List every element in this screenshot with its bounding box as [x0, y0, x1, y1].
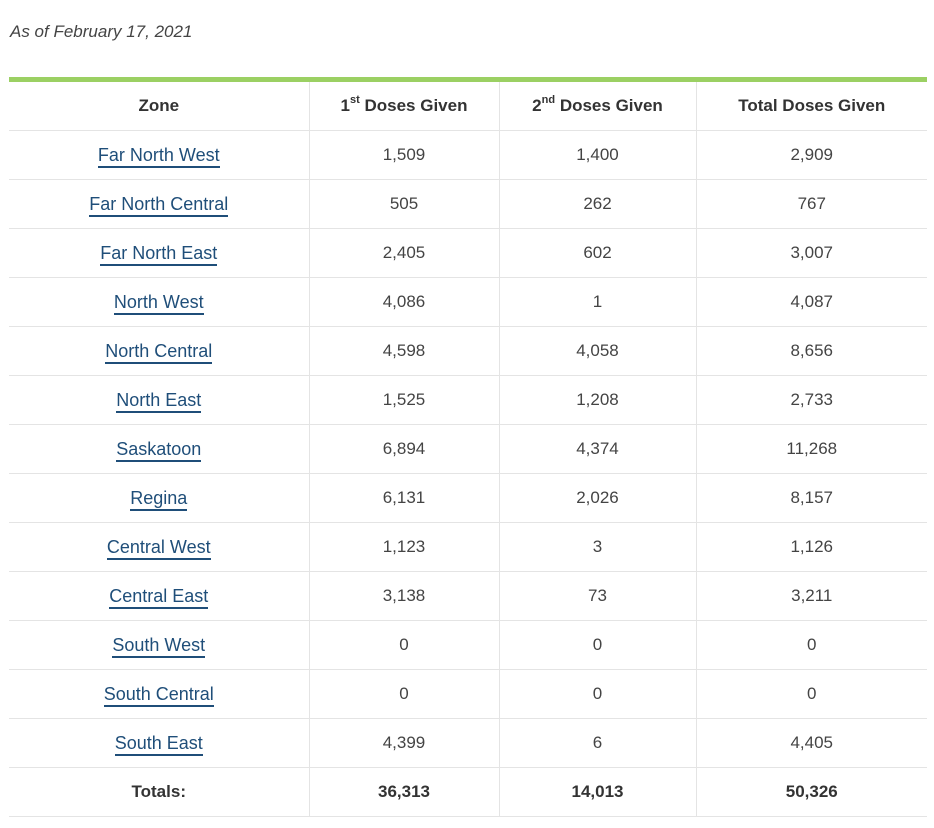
total-doses-cell: 0 — [695, 669, 927, 719]
totals-total-doses: 50,326 — [695, 767, 927, 817]
zone-link[interactable]: Far North East — [100, 242, 218, 266]
table-row: North West 4,086 1 4,087 — [9, 277, 927, 327]
table-row: South West 0 0 0 — [9, 620, 927, 670]
table-row: Far North East 2,405 602 3,007 — [9, 228, 927, 278]
zone-cell: Far North East — [9, 228, 309, 278]
table-row: Far North Central 505 262 767 — [9, 179, 927, 229]
table-body: Far North West 1,509 1,400 2,909 Far North C… — [9, 130, 927, 768]
total-doses-cell: 8,656 — [695, 326, 927, 376]
zone-cell: North East — [9, 375, 309, 425]
total-doses-cell: 767 — [695, 179, 927, 229]
zone-cell: Regina — [9, 473, 309, 523]
total-doses-cell: 8,157 — [695, 473, 927, 523]
zone-link[interactable]: Regina — [130, 487, 188, 511]
total-doses-cell: 4,405 — [695, 718, 927, 768]
table-row: Central West 1,123 3 1,126 — [9, 522, 927, 572]
zone-link[interactable]: North Central — [105, 340, 213, 364]
totals-second-doses: 14,013 — [498, 767, 696, 817]
total-doses-cell: 2,909 — [695, 130, 927, 180]
table-row: North East 1,525 1,208 2,733 — [9, 375, 927, 425]
first-doses-cell: 1,525 — [308, 375, 499, 425]
table-header-row: Zone 1st Doses Given 2nd Doses Given Tot… — [9, 79, 927, 131]
second-doses-cell: 0 — [498, 620, 696, 670]
zone-link[interactable]: North East — [116, 389, 202, 413]
as-of-date: As of February 17, 2021 — [10, 22, 193, 41]
second-doses-cell: 4,374 — [498, 424, 696, 474]
first-doses-cell: 4,399 — [308, 718, 499, 768]
first-doses-column-header: 1st Doses Given — [308, 79, 499, 131]
zone-column-header: Zone — [9, 79, 309, 131]
first-doses-cell: 1,509 — [308, 130, 499, 180]
zone-link[interactable]: Central East — [109, 585, 209, 609]
table-row: South Central 0 0 0 — [9, 669, 927, 719]
second-doses-cell: 73 — [498, 571, 696, 621]
first-doses-cell: 4,598 — [308, 326, 499, 376]
total-doses-cell: 2,733 — [695, 375, 927, 425]
first-doses-cell: 3,138 — [308, 571, 499, 621]
total-doses-cell: 1,126 — [695, 522, 927, 572]
first-doses-cell: 2,405 — [308, 228, 499, 278]
first-doses-cell: 505 — [308, 179, 499, 229]
zone-link[interactable]: Central West — [106, 536, 211, 560]
table-row: North Central 4,598 4,058 8,656 — [9, 326, 927, 376]
zone-cell: Central East — [9, 571, 309, 621]
first-doses-cell: 6,131 — [308, 473, 499, 523]
first-doses-cell: 1,123 — [308, 522, 499, 572]
second-doses-cell: 2,026 — [498, 473, 696, 523]
zone-cell: South East — [9, 718, 309, 768]
zone-cell: North West — [9, 277, 309, 327]
second-doses-cell: 6 — [498, 718, 696, 768]
totals-label: Totals: — [9, 767, 309, 817]
totals-first-doses: 36,313 — [308, 767, 499, 817]
table-row: Regina 6,131 2,026 8,157 — [9, 473, 927, 523]
zone-link[interactable]: South Central — [103, 683, 214, 707]
vaccine-doses-table-container: Zone 1st Doses Given 2nd Doses Given Tot… — [9, 77, 927, 817]
zone-link[interactable]: North West — [113, 291, 204, 315]
zone-cell: Central West — [9, 522, 309, 572]
second-doses-column-header: 2nd Doses Given — [498, 79, 696, 131]
zone-cell: South West — [9, 620, 309, 670]
vaccine-doses-table: Zone 1st Doses Given 2nd Doses Given Tot… — [9, 77, 927, 817]
zone-link[interactable]: Far North West — [97, 144, 220, 168]
second-doses-cell: 602 — [498, 228, 696, 278]
second-doses-cell: 3 — [498, 522, 696, 572]
table-row: Central East 3,138 73 3,211 — [9, 571, 927, 621]
first-doses-cell: 0 — [308, 669, 499, 719]
zone-cell: South Central — [9, 669, 309, 719]
zone-link[interactable]: South West — [112, 634, 206, 658]
second-doses-cell: 1 — [498, 277, 696, 327]
table-row: Far North West 1,509 1,400 2,909 — [9, 130, 927, 180]
first-doses-cell: 6,894 — [308, 424, 499, 474]
zone-link[interactable]: Saskatoon — [116, 438, 202, 462]
first-doses-cell: 0 — [308, 620, 499, 670]
total-doses-cell: 3,007 — [695, 228, 927, 278]
totals-row: Totals: 36,313 14,013 50,326 — [9, 767, 927, 817]
zone-link[interactable]: South East — [114, 732, 203, 756]
second-doses-cell: 1,208 — [498, 375, 696, 425]
zone-cell: Saskatoon — [9, 424, 309, 474]
second-doses-cell: 1,400 — [498, 130, 696, 180]
total-doses-cell: 11,268 — [695, 424, 927, 474]
zone-cell: North Central — [9, 326, 309, 376]
second-doses-cell: 0 — [498, 669, 696, 719]
total-doses-cell: 0 — [695, 620, 927, 670]
table-row: Saskatoon 6,894 4,374 11,268 — [9, 424, 927, 474]
total-doses-column-header: Total Doses Given — [695, 79, 927, 131]
table-row: South East 4,399 6 4,405 — [9, 718, 927, 768]
zone-cell: Far North West — [9, 130, 309, 180]
first-doses-cell: 4,086 — [308, 277, 499, 327]
second-doses-cell: 262 — [498, 179, 696, 229]
total-doses-cell: 4,087 — [695, 277, 927, 327]
total-doses-cell: 3,211 — [695, 571, 927, 621]
second-doses-cell: 4,058 — [498, 326, 696, 376]
zone-cell: Far North Central — [9, 179, 309, 229]
zone-link[interactable]: Far North Central — [89, 193, 229, 217]
